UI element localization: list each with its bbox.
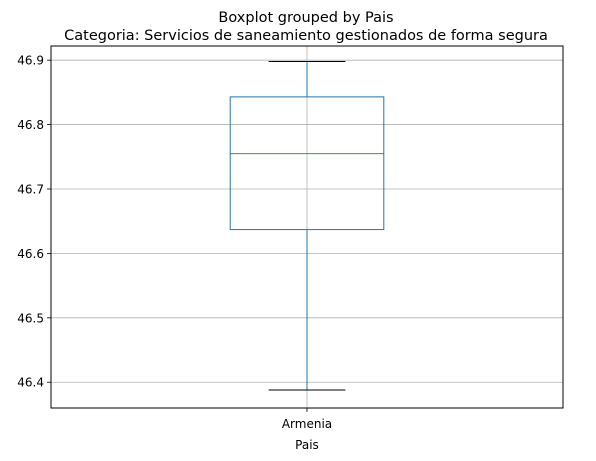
x-axis-label: Pais bbox=[295, 438, 319, 452]
y-tick-label: 46.4 bbox=[17, 376, 44, 390]
box-group bbox=[229, 60, 385, 391]
y-axis: 46.4 46.5 46.6 46.7 46.8 46.9 bbox=[17, 54, 51, 390]
iqr-box bbox=[229, 96, 385, 231]
chart-title: Categoria: Servicios de saneamiento gest… bbox=[64, 28, 548, 44]
y-tick-label: 46.6 bbox=[17, 247, 44, 261]
chart-suptitle: Boxplot grouped by Pais bbox=[218, 10, 393, 26]
x-axis: Armenia bbox=[282, 408, 332, 431]
y-tick-label: 46.8 bbox=[17, 118, 44, 132]
y-tick-label: 46.9 bbox=[17, 54, 44, 68]
y-tick-label: 46.7 bbox=[17, 182, 44, 196]
x-tick-label: Armenia bbox=[282, 417, 332, 431]
y-tick-label: 46.5 bbox=[17, 311, 44, 325]
